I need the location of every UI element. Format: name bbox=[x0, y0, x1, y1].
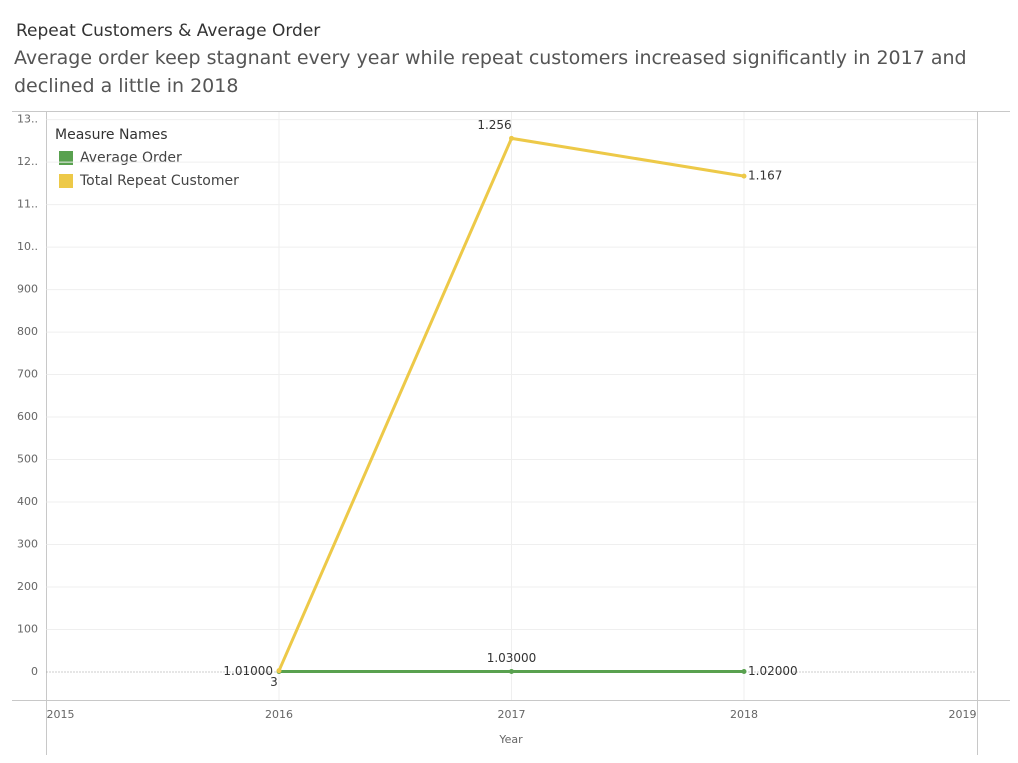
data-label: 1.167 bbox=[748, 169, 782, 183]
data-point bbox=[741, 173, 747, 179]
data-label: 1.256 bbox=[477, 118, 511, 132]
subtitle-box: Average order keep stagnant every year w… bbox=[14, 47, 967, 97]
y-tick-label: 200 bbox=[17, 580, 38, 593]
y-tick-label: 400 bbox=[17, 495, 38, 508]
data-point bbox=[509, 669, 514, 675]
y-tick-label: 700 bbox=[17, 368, 38, 381]
legend-label: Total Repeat Customer bbox=[79, 173, 239, 189]
chart-title: Repeat Customers & Average Order bbox=[16, 21, 320, 41]
legend-swatch bbox=[59, 151, 73, 165]
y-tick-label: 900 bbox=[17, 283, 38, 296]
y-tick-label: 300 bbox=[17, 538, 38, 551]
x-tick-label: 2016 bbox=[265, 708, 293, 721]
x-tick-label: 2018 bbox=[730, 708, 758, 721]
y-tick-label: 12.. bbox=[17, 155, 38, 168]
chart-subtitle: Average order keep stagnant every year w… bbox=[14, 47, 967, 97]
x-axis-title: Year bbox=[498, 733, 523, 746]
data-label: 1.03000 bbox=[487, 651, 537, 665]
y-tick-label: 0 bbox=[31, 665, 38, 678]
data-label: 3 bbox=[270, 675, 278, 689]
legend-label: Average Order bbox=[80, 150, 182, 166]
legend-title: Measure Names bbox=[55, 127, 168, 143]
legend: Measure Names Average Order Total Repeat … bbox=[55, 127, 239, 189]
y-tick-label: 10.. bbox=[17, 240, 38, 253]
data-point bbox=[741, 669, 747, 675]
y-tick-label: 11.. bbox=[17, 198, 38, 211]
y-tick-label: 800 bbox=[17, 325, 38, 338]
x-tick-label: 2015 bbox=[47, 708, 75, 721]
y-tick-label: 600 bbox=[17, 410, 38, 423]
legend-swatch bbox=[59, 174, 73, 188]
y-tick-label: 13.. bbox=[17, 113, 38, 126]
data-point bbox=[509, 135, 514, 141]
data-point bbox=[276, 668, 282, 674]
data-label: 1.01000 bbox=[223, 664, 273, 678]
x-tick-label: 2017 bbox=[498, 708, 526, 721]
y-tick-label: 100 bbox=[17, 622, 38, 635]
data-label: 1.02000 bbox=[748, 664, 798, 678]
y-tick-label: 500 bbox=[17, 453, 38, 466]
x-tick-label: 2019 bbox=[949, 708, 977, 721]
